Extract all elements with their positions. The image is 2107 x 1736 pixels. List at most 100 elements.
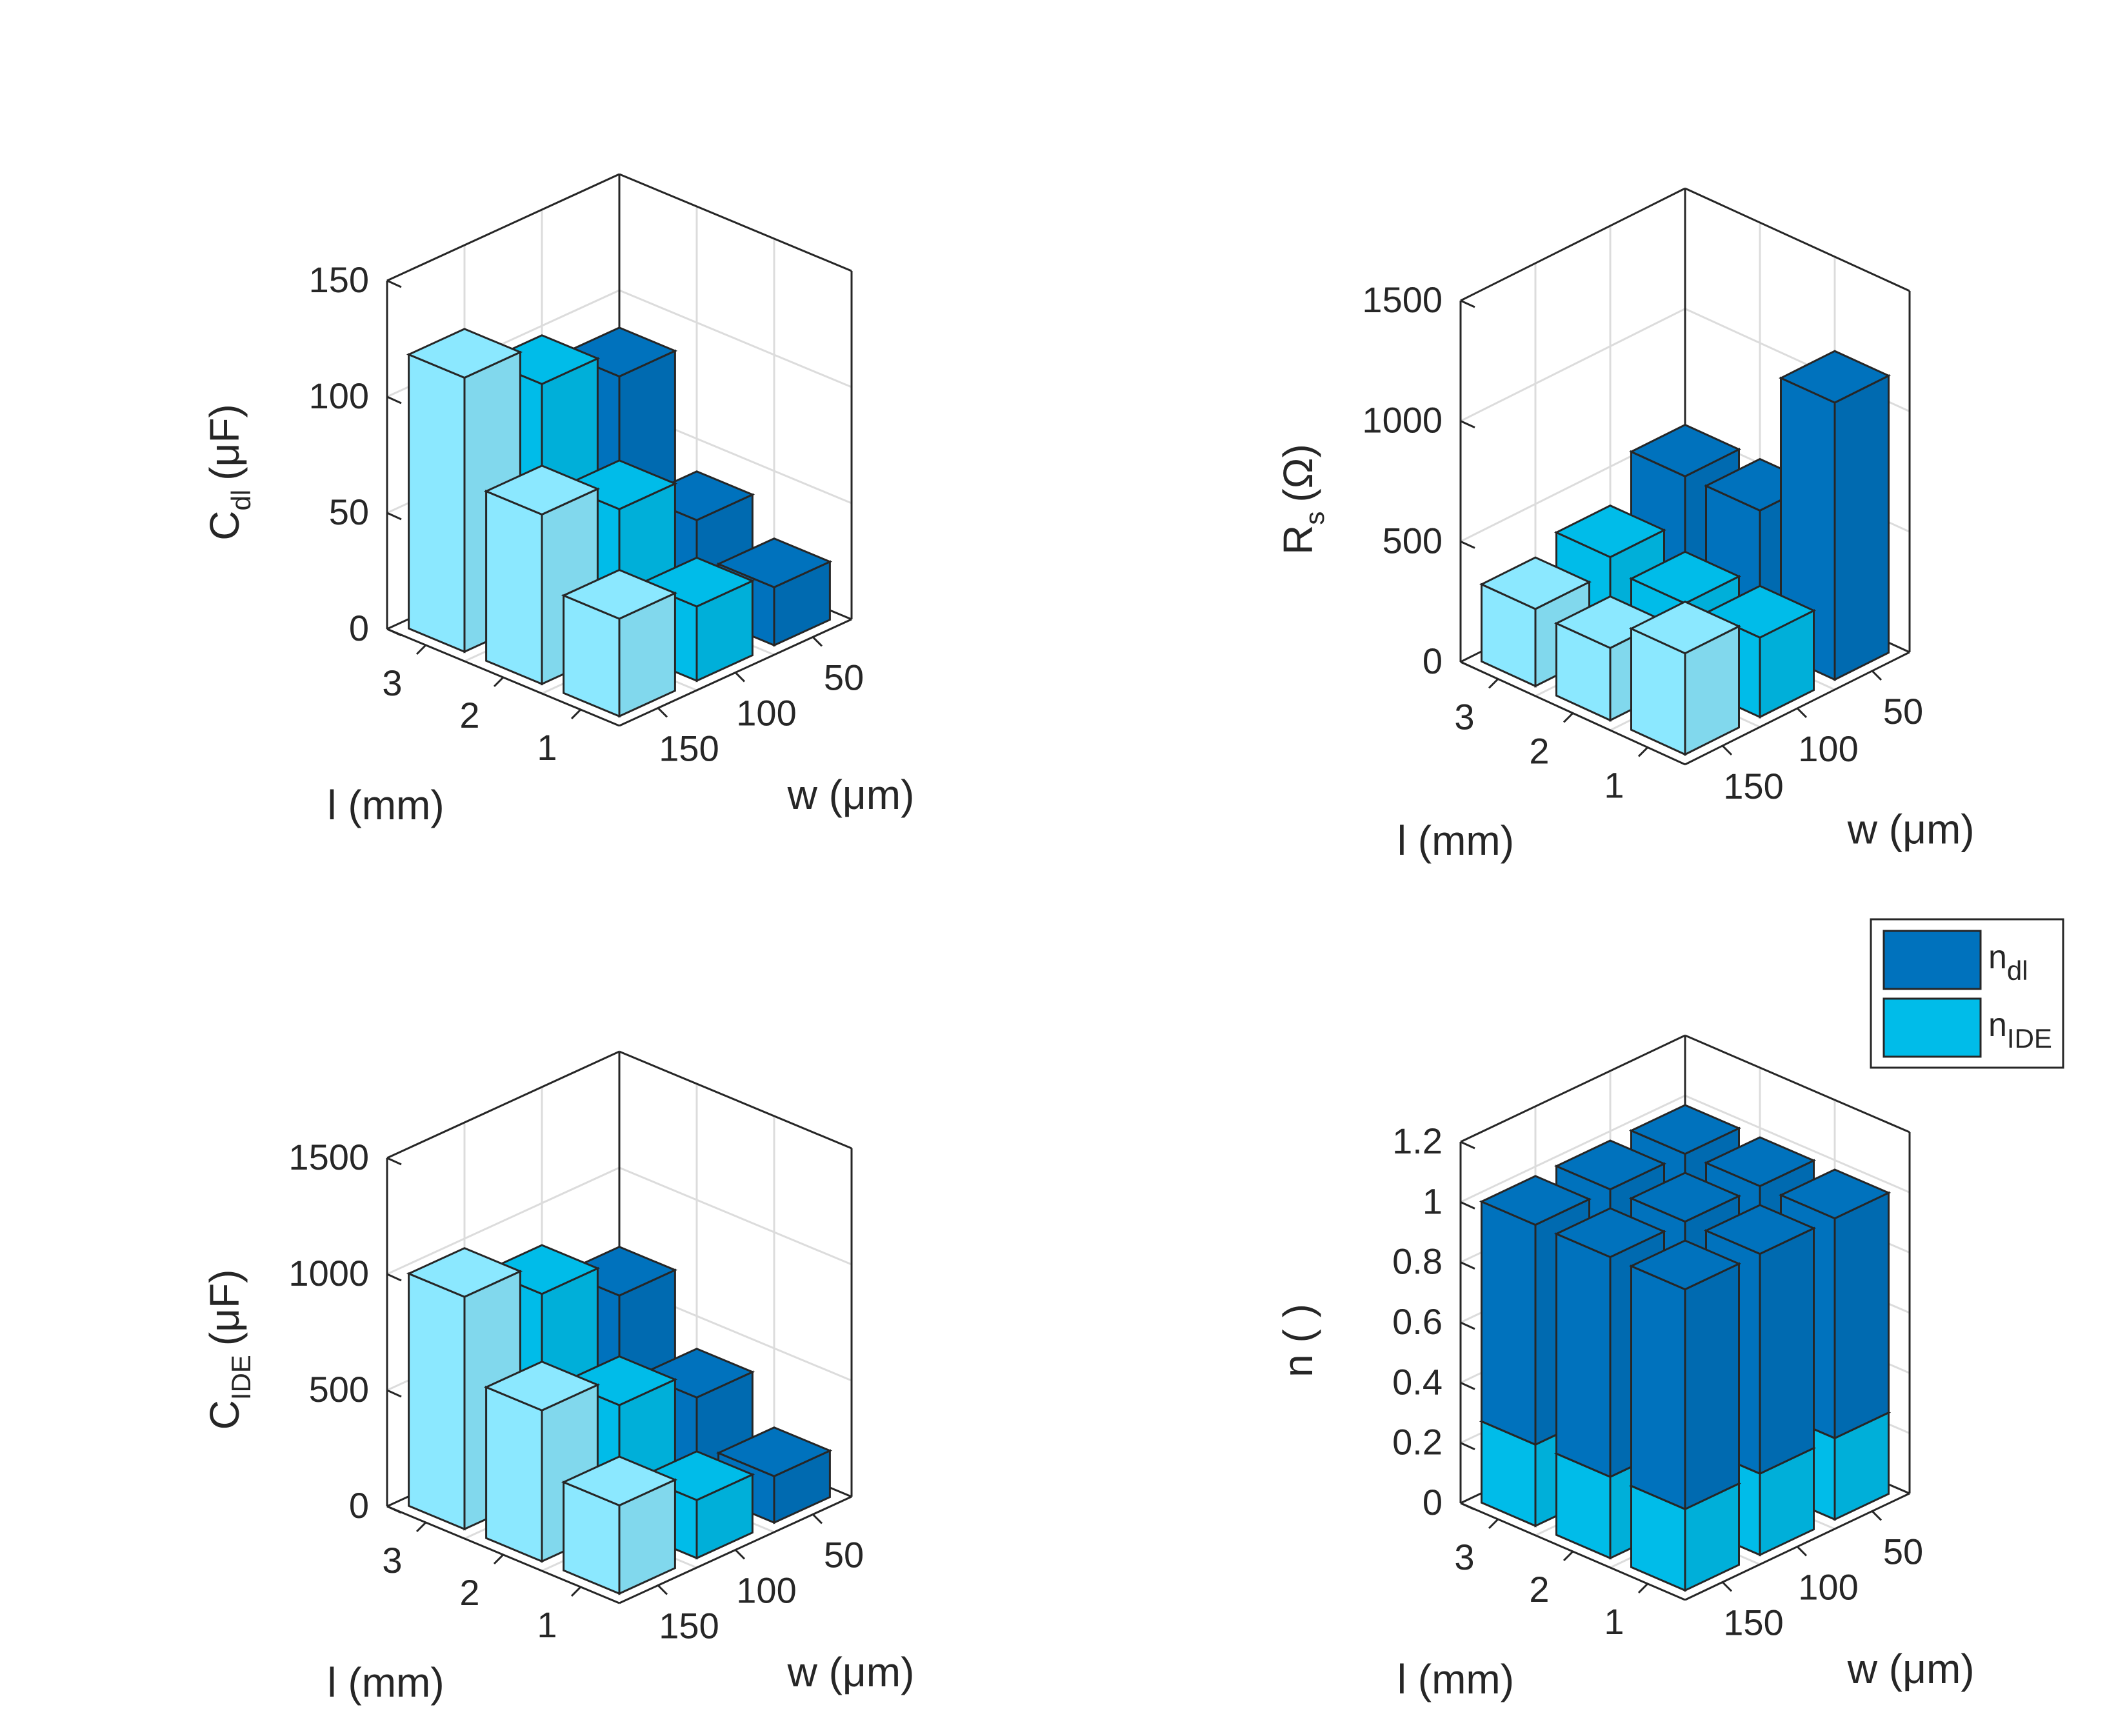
bar <box>483 464 601 686</box>
bar-top-face <box>406 328 523 379</box>
w-tick-label: 50 <box>1883 691 1923 732</box>
z-axis-label-main: n ( ) <box>1275 1304 1321 1377</box>
w-axis-label: w (μm) <box>787 1649 915 1695</box>
z-tick-mark <box>386 1273 402 1282</box>
top-back-line <box>619 1050 852 1150</box>
bars-bottom-right <box>1479 1104 1892 1592</box>
legend-label: ndl <box>1988 939 2028 986</box>
w-tick-mark <box>1871 1510 1882 1521</box>
bar-top-face <box>1703 1136 1817 1188</box>
z-tick-label: 150 <box>309 259 369 300</box>
axes-top-left: 0 50 100 150 1 2 3 150 100 50 l (mm) w (μm) Cdl (μF) <box>201 173 914 828</box>
l-tick-mark <box>1637 1582 1649 1594</box>
z-tick-mark <box>386 279 402 288</box>
bar-top-face <box>1479 1175 1592 1226</box>
l-tick-mark <box>1488 678 1499 689</box>
z-axis-label-unit: (Ω) <box>1275 444 1321 502</box>
z-tick-label: 1000 <box>1362 400 1443 441</box>
z-tick-mark <box>386 1157 402 1166</box>
z-tick-label: 0 <box>1423 641 1443 681</box>
l-tick-label: 1 <box>537 727 557 768</box>
z-axis-label: Cdl (μF) <box>201 404 256 541</box>
w-tick-mark <box>1796 1546 1808 1557</box>
z-tick-label: 1.2 <box>1392 1121 1443 1161</box>
legend-swatch <box>1882 997 1982 1058</box>
w-tick-label: 100 <box>1798 1567 1858 1608</box>
bar-top-face <box>561 568 678 620</box>
bar-left-face <box>1481 1200 1537 1446</box>
z-tick-label: 500 <box>1383 520 1443 561</box>
z-tick-label: 0.4 <box>1392 1361 1443 1402</box>
bar <box>406 1247 523 1531</box>
legend-label: nIDE <box>1988 1006 2052 1053</box>
zgrid-line <box>1460 1094 1686 1203</box>
l-tick-mark <box>493 1553 504 1565</box>
bar-top-face <box>1628 1239 1742 1291</box>
bars-bottom-left <box>406 1244 833 1595</box>
w-tick-mark <box>1721 744 1733 756</box>
bar-top-face <box>1553 1207 1667 1259</box>
bar-top-face <box>1778 1168 1892 1220</box>
w-tick-label: 100 <box>736 1570 796 1611</box>
top-back-line <box>386 1050 620 1159</box>
top-back-line <box>386 173 620 282</box>
z-tick-label: 0.6 <box>1392 1301 1443 1342</box>
bar-top-face <box>406 1247 523 1298</box>
l-tick-mark <box>493 676 504 688</box>
axes-top-right: 0 500 1000 1500 1 2 3 150 100 50 l (mm) w (μm) Rs (Ω) <box>1275 187 1975 864</box>
w-tick-label: 100 <box>1798 728 1858 769</box>
bar-right-face <box>1684 1262 1740 1511</box>
bar-top-face <box>1553 1139 1667 1191</box>
z-tick-mark <box>1460 299 1475 308</box>
w-tick-mark <box>657 1584 668 1595</box>
bar-top-face <box>1629 601 1741 655</box>
l-axis-label: l (mm) <box>327 1659 444 1706</box>
l-tick-mark <box>415 644 427 655</box>
bar <box>1629 601 1741 756</box>
z-axis-label-main: C <box>201 1400 248 1430</box>
l-axis-label: l (mm) <box>1397 817 1514 864</box>
bar-right-face <box>1833 374 1890 681</box>
l-tick-label: 3 <box>1454 1537 1474 1577</box>
top-back-line <box>1684 1034 1910 1133</box>
bars-top-right <box>1479 350 1891 756</box>
w-tick-label: 150 <box>659 1606 719 1646</box>
l-axis-label: l (mm) <box>1397 1656 1514 1702</box>
z-axis-label: CIDE (μF) <box>201 1270 256 1430</box>
z-tick-mark <box>1460 540 1475 549</box>
l-tick-label: 1 <box>537 1604 557 1645</box>
z-tick-mark <box>386 1389 402 1398</box>
z-tick-label: 1500 <box>1362 279 1443 320</box>
w-tick-label: 150 <box>1723 1602 1783 1643</box>
z-tick-mark <box>386 1505 402 1514</box>
z-tick-label: 0 <box>1423 1482 1443 1522</box>
bar-top-face <box>1479 556 1592 610</box>
z-axis-label-unit: (μF) <box>201 1270 248 1346</box>
z-tick-mark <box>1460 1321 1475 1330</box>
l-tick-mark <box>1488 1518 1499 1530</box>
z-tick-mark <box>1460 1442 1475 1451</box>
z-tick-mark <box>1460 661 1475 670</box>
l-tick-label: 2 <box>1529 731 1549 772</box>
top-back-line <box>1460 187 1686 302</box>
w-tick-label: 50 <box>1883 1531 1923 1572</box>
zgrid-line <box>619 1166 852 1266</box>
l-axis-label: l (mm) <box>327 782 444 828</box>
bar-left-face <box>485 490 543 686</box>
z-tick-label: 0.8 <box>1392 1241 1443 1282</box>
zgrid-line <box>619 289 852 388</box>
z-axis-label: n ( ) <box>1275 1304 1321 1377</box>
z-tick-label: 0 <box>349 1485 369 1526</box>
bar-top-face <box>1779 350 1891 404</box>
legend: ndl nIDE <box>1870 918 2064 1069</box>
z-tick-label: 500 <box>309 1369 369 1410</box>
w-tick-mark <box>657 707 668 718</box>
bar-top-face <box>1703 1204 1817 1255</box>
legend-swatch <box>1882 930 1982 990</box>
z-tick-mark <box>386 628 402 637</box>
z-tick-mark <box>1460 1502 1475 1511</box>
l-tick-label: 1 <box>1604 1601 1624 1642</box>
w-tick-label: 150 <box>1723 766 1783 806</box>
top-back-line <box>1684 187 1910 292</box>
